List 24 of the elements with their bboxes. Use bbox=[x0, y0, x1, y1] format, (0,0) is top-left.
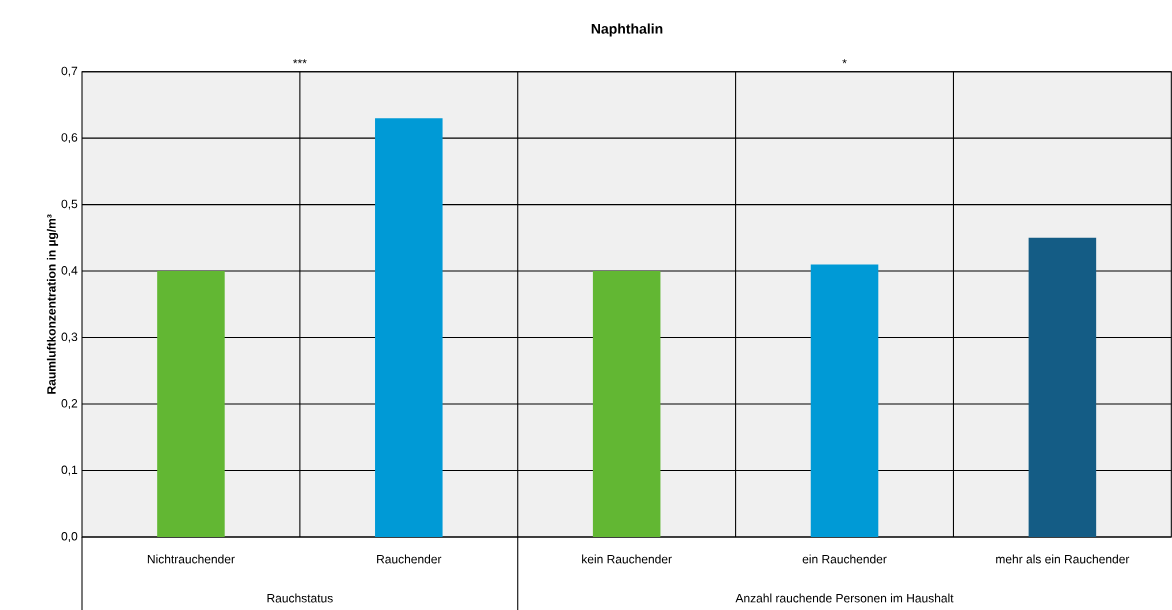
bar bbox=[592, 271, 661, 537]
bar bbox=[157, 271, 225, 537]
text: *** bbox=[293, 59, 307, 64]
text: Anzahl rauchende Personen im Haushalt bbox=[735, 593, 954, 603]
y-tick-label: 0,1 bbox=[61, 465, 78, 476]
y-tick-label: 0,2 bbox=[61, 399, 78, 409]
chart-title: Naphthalin bbox=[591, 23, 663, 37]
x-tick-label: Nichtrauchender bbox=[147, 554, 235, 564]
bar bbox=[375, 118, 443, 537]
y-tick-label: 0,7 bbox=[61, 66, 78, 77]
x-tick-label: kein Rauchender bbox=[582, 554, 672, 564]
bar bbox=[810, 264, 879, 537]
y-tick-label: 0,5 bbox=[61, 199, 78, 210]
y-axis-title: Raumluftkonzentration in µg/m³ bbox=[46, 214, 59, 394]
y-tick-label: 0,0 bbox=[61, 532, 78, 542]
x-tick-label: Rauchender bbox=[377, 554, 442, 564]
x-tick-label: ein Rauchender bbox=[802, 554, 887, 564]
y-tick-label: 0,3 bbox=[61, 332, 78, 343]
bar bbox=[1028, 237, 1097, 537]
text: Rauchstatus bbox=[267, 593, 333, 603]
text: * bbox=[842, 59, 847, 64]
x-tick-label: mehr als ein Rauchender bbox=[996, 554, 1130, 564]
y-tick-label: 0,4 bbox=[61, 266, 78, 277]
y-tick-label: 0,6 bbox=[61, 133, 78, 144]
